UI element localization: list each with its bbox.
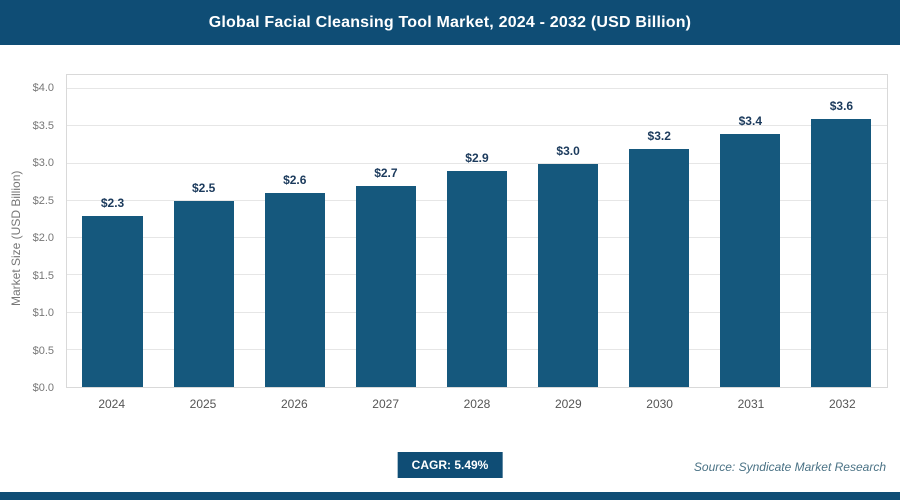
x-tick-label: 2026: [280, 397, 308, 411]
bar-2024: $2.3: [82, 196, 143, 387]
chart-title-bar: Global Facial Cleansing Tool Market, 202…: [0, 0, 900, 45]
y-tick-label: $2.0: [32, 232, 54, 244]
y-tick-label: $1.0: [32, 307, 54, 319]
x-tick-label: 2030: [646, 397, 673, 411]
bar-2030: $3.2: [629, 129, 690, 387]
bar-slot: $3.2: [614, 89, 705, 387]
x-tick-label: 2024: [98, 397, 126, 411]
bar-slot: $2.5: [158, 89, 249, 387]
bar-value-label: $2.3: [100, 195, 125, 210]
bar-slot: $2.7: [340, 89, 431, 387]
y-tick-label: $3.0: [32, 157, 54, 169]
bar-2031: $3.4: [720, 114, 781, 387]
bar-value-label: $2.6: [283, 173, 307, 188]
bottom-strip: [0, 492, 900, 500]
bar-slot: $2.9: [431, 89, 522, 387]
bar-value-label: $2.9: [465, 150, 489, 165]
gridline: [67, 162, 887, 164]
x-tick-label: 2031: [737, 397, 765, 411]
bars: $2.3 $2.5 $2.6 $2.7 $2.9 $3.0 $3.2 $3.4 $3.6: [67, 89, 887, 387]
bar-value-label: $3.0: [556, 143, 580, 158]
x-tick-label: 2029: [554, 397, 582, 411]
cagr-badge: CAGR: 5.49%: [397, 452, 503, 478]
bar-slot: $3.4: [705, 89, 796, 387]
bar-slot: $3.0: [523, 89, 614, 387]
bar-2027: $2.7: [355, 166, 416, 387]
chart-title: Global Facial Cleansing Tool Market, 202…: [208, 13, 692, 31]
bar-2032: $3.6: [811, 99, 872, 387]
y-tick-label: $4.0: [32, 82, 54, 94]
chart-frame: $2.3 $2.5 $2.6 $2.7 $2.9 $3.0 $3.2 $3.4 $3.6: [66, 74, 888, 388]
y-tick-label: $0.5: [32, 344, 54, 357]
x-tick-label: 2028: [463, 397, 491, 411]
bar-slot: $3.6: [796, 89, 887, 387]
plot-area: $2.3 $2.5 $2.6 $2.7 $2.9 $3.0 $3.2 $3.4 $3.6: [67, 88, 887, 387]
bar-2028: $2.9: [446, 151, 508, 387]
y-tick-label: $3.5: [32, 119, 54, 132]
bar-2026: $2.6: [264, 173, 325, 387]
bar-value-label: $3.2: [647, 128, 671, 143]
x-tick-label: 2032: [828, 397, 856, 411]
x-axis-ticks: 2024 2025 2026 2027 2028 2029 2030 2031 2032: [66, 397, 888, 415]
source-text: Source: Syndicate Market Research: [693, 460, 886, 474]
bar-2029: $3.0: [538, 144, 599, 387]
bar-value-label: $2.5: [191, 180, 216, 195]
bar-2025: $2.5: [173, 181, 234, 387]
bar-slot: $2.3: [67, 89, 158, 387]
gridline: [67, 88, 887, 89]
bar-slot: $2.6: [249, 89, 340, 387]
x-tick-label: 2027: [372, 397, 399, 411]
gridline: [67, 125, 887, 127]
y-axis-ticks: $0.0 $0.5 $1.0 $1.5 $2.0 $2.5 $3.0 $3.5 $4.0: [0, 82, 58, 394]
y-tick-label: $1.5: [32, 269, 54, 282]
y-tick-label: $2.5: [32, 194, 54, 207]
y-tick-label: $0.0: [32, 382, 54, 394]
bar-value-label: $3.6: [829, 98, 854, 113]
x-tick-label: 2025: [189, 397, 217, 411]
bar-value-label: $3.4: [738, 113, 762, 128]
bar-value-label: $2.7: [374, 165, 398, 180]
